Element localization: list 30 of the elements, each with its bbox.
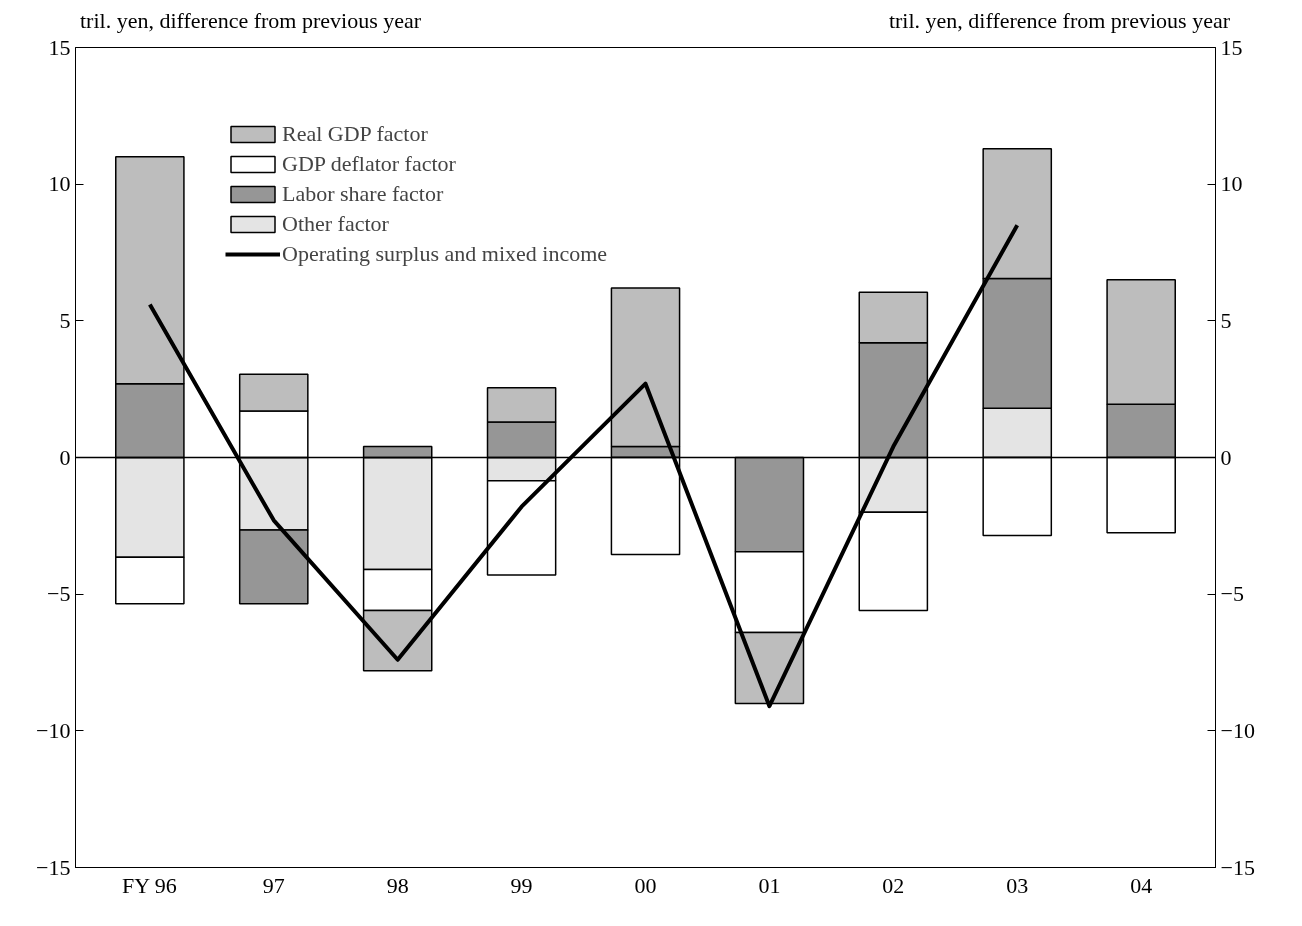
y2-tick-label: 5 — [1220, 307, 1232, 333]
y-tick-label: −15 — [36, 854, 71, 880]
y2-tick-label: −10 — [1220, 717, 1255, 743]
y-tick-label: 15 — [48, 34, 71, 60]
y-tick-label: 10 — [48, 171, 71, 197]
legend-label: Labor share factor — [282, 181, 444, 207]
x-tick-label: 03 — [1006, 872, 1029, 898]
y-tick-label: 0 — [59, 444, 71, 470]
legend-label: Real GDP factor — [282, 121, 428, 147]
y2-tick-label: −15 — [1220, 854, 1255, 880]
x-tick-label: FY 96 — [122, 872, 177, 898]
x-tick-label: 01 — [758, 872, 781, 898]
y-tick-label: −5 — [47, 581, 71, 607]
x-tick-label: 98 — [386, 872, 409, 898]
y-tick-label: −10 — [36, 717, 71, 743]
y-tick-label: 5 — [59, 307, 71, 333]
legend-label: Other factor — [282, 211, 389, 237]
y2-tick-label: 15 — [1220, 34, 1243, 60]
x-tick-label: 04 — [1130, 872, 1153, 898]
y2-tick-label: −5 — [1220, 581, 1244, 607]
x-tick-label: 00 — [634, 872, 657, 898]
legend-label: GDP deflator factor — [282, 151, 456, 177]
legend-label: Operating surplus and mixed income — [282, 241, 608, 267]
y2-axis-title: tril. yen, difference from previous year — [888, 7, 1230, 35]
x-tick-label: 97 — [262, 872, 285, 898]
x-tick-label: 02 — [882, 872, 905, 898]
y2-tick-label: 10 — [1220, 171, 1243, 197]
y-axis-title: tril. yen, difference from previous year — [80, 7, 422, 35]
y2-tick-label: 0 — [1220, 444, 1232, 470]
x-tick-label: 99 — [510, 872, 533, 898]
